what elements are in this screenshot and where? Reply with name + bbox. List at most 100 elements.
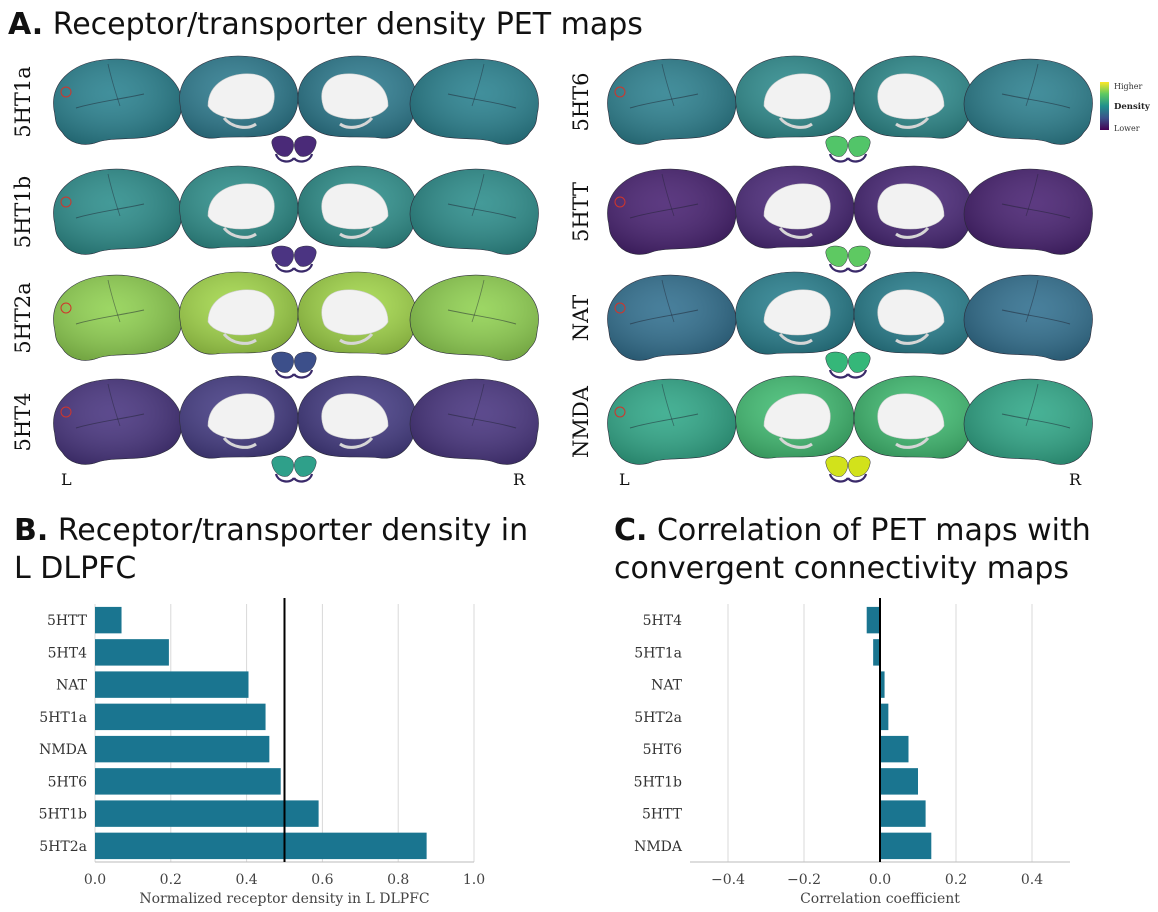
correlation-chart-bar-5ht4 bbox=[866, 606, 880, 634]
left-subcortical-5ht1b bbox=[271, 245, 317, 273]
right-subcortical-nat bbox=[825, 351, 871, 379]
row-label-5ht6: 5HT6 bbox=[569, 72, 593, 131]
right-lateral-left-nmda bbox=[607, 378, 737, 465]
density-chart-x-tick-label: 0.8 bbox=[387, 872, 409, 888]
correlation-bar-chart: −0.4 −0.2 0.0 0.2 0.4 5HT4 5HT1a NAT 5HT2a 5HT6 5H… bbox=[634, 598, 1070, 907]
correlation-chart-bar-5ht2a bbox=[880, 703, 889, 731]
density-chart-category-label-5ht6: 5HT6 bbox=[48, 774, 87, 790]
left-subcortical-5ht1a bbox=[271, 135, 317, 163]
correlation-chart-category-label-5ht2a: 5HT2a bbox=[634, 710, 682, 726]
right-subcortical-5ht6 bbox=[825, 135, 871, 163]
density-bar-chart: 0.0 0.2 0.4 0.6 0.8 1.0 5HTT 5HT4 NAT 5HT1a NMDA 5H… bbox=[39, 598, 485, 907]
right-medial-left-5ht6 bbox=[735, 55, 855, 139]
correlation-chart-category-label-5ht1b: 5HT1b bbox=[634, 774, 682, 790]
correlation-chart-bar-5ht1a bbox=[873, 639, 880, 666]
panel-a-title: A. Receptor/transporter density PET maps bbox=[8, 6, 643, 44]
density-chart-bar-5ht1a bbox=[95, 703, 266, 731]
row-label-nmda: NMDA bbox=[569, 385, 593, 458]
row-label-nat: NAT bbox=[569, 295, 593, 341]
density-chart-category-label-5ht1a: 5HT1a bbox=[39, 710, 87, 726]
left-hemisphere-label-2: L bbox=[619, 470, 630, 489]
legend-higher-label: Higher bbox=[1114, 82, 1143, 91]
right-medial-right-nat bbox=[853, 271, 973, 355]
right-medial-left-nmda bbox=[735, 375, 855, 459]
left-lateral-right-5ht1b bbox=[409, 168, 539, 255]
right-lateral-left-nat bbox=[607, 274, 737, 361]
right-medial-right-5htt bbox=[853, 165, 973, 249]
density-chart-x-tick-label: 0.0 bbox=[84, 872, 106, 888]
right-lateral-right-nat bbox=[963, 274, 1093, 361]
panel-a-letter: A. bbox=[8, 7, 44, 42]
density-chart-category-label-nat: NAT bbox=[56, 678, 88, 694]
left-lateral-left-5ht1b bbox=[53, 168, 183, 255]
density-chart-x-tick-label: 1.0 bbox=[463, 872, 485, 888]
density-chart-bar-5htt bbox=[95, 606, 122, 634]
panel-b-letter: B. bbox=[14, 513, 49, 548]
density-legend: Higher Density Lower bbox=[1100, 82, 1151, 133]
legend-title: Density bbox=[1114, 102, 1151, 112]
correlation-chart-category-label-nat: NAT bbox=[651, 678, 683, 694]
left-lateral-left-5ht4 bbox=[53, 378, 183, 465]
correlation-chart-bar-5htt bbox=[880, 800, 926, 827]
panel-a-title-text: Receptor/transporter density PET maps bbox=[52, 7, 643, 42]
left-lateral-left-5ht1a bbox=[53, 58, 183, 145]
left-lateral-right-5ht1a bbox=[409, 58, 539, 145]
density-chart-bar-5ht4 bbox=[95, 639, 169, 666]
right-lateral-right-5htt bbox=[963, 168, 1093, 255]
left-medial-left-5ht2a bbox=[179, 271, 299, 355]
left-medial-right-5ht1a bbox=[297, 55, 417, 139]
density-chart-x-axis-label: Normalized receptor density in L DLPFC bbox=[139, 891, 429, 907]
density-chart-category-label-5ht2a: 5HT2a bbox=[39, 839, 87, 855]
right-subcortical-5htt bbox=[825, 245, 871, 273]
left-medial-right-5ht1b bbox=[297, 165, 417, 249]
panel-c-title-line1: Correlation of PET maps with bbox=[656, 513, 1091, 548]
right-hemisphere-label-1: R bbox=[513, 470, 526, 489]
correlation-chart-bar-5ht6 bbox=[880, 735, 909, 763]
left-lateral-right-5ht4 bbox=[409, 378, 539, 465]
density-chart-bar-nat bbox=[95, 671, 249, 698]
brain-maps-figure: 5HT1a 5HT1b 5HT2a 5HT4 5HT6 5HTT NAT NMDA Highe… bbox=[11, 55, 1151, 489]
panel-b-title-line2: L DLPFC bbox=[14, 551, 137, 586]
left-lateral-left-5ht2a bbox=[53, 274, 183, 361]
row-label-5ht4: 5HT4 bbox=[11, 392, 35, 451]
density-chart-bar-5ht2a bbox=[95, 832, 427, 860]
right-medial-right-5ht6 bbox=[853, 55, 973, 139]
density-chart-bar-5ht6 bbox=[95, 768, 281, 795]
left-lateral-right-5ht2a bbox=[409, 274, 539, 361]
row-label-5ht2a: 5HT2a bbox=[11, 282, 35, 354]
correlation-chart-x-tick-label: 0.0 bbox=[869, 872, 891, 888]
correlation-chart-x-tick-label: 0.4 bbox=[1021, 872, 1043, 888]
correlation-chart-bar-5ht1b bbox=[880, 768, 918, 795]
density-chart-category-label-5ht1b: 5HT1b bbox=[39, 807, 87, 823]
row-label-5ht1a: 5HT1a bbox=[11, 66, 35, 138]
density-chart-x-tick-label: 0.4 bbox=[235, 872, 257, 888]
density-chart-category-label-5ht4: 5HT4 bbox=[48, 645, 87, 661]
right-medial-right-nmda bbox=[853, 375, 973, 459]
left-medial-left-5ht4 bbox=[179, 375, 299, 459]
left-medial-right-5ht4 bbox=[297, 375, 417, 459]
right-medial-left-5htt bbox=[735, 165, 855, 249]
correlation-chart-x-tick-label: −0.4 bbox=[711, 872, 745, 888]
left-medial-right-5ht2a bbox=[297, 271, 417, 355]
density-chart-bar-nmda bbox=[95, 735, 270, 763]
density-chart-x-tick-label: 0.6 bbox=[311, 872, 333, 888]
right-lateral-left-5ht6 bbox=[607, 58, 737, 145]
left-subcortical-5ht4 bbox=[271, 455, 317, 483]
right-subcortical-nmda bbox=[825, 455, 871, 483]
left-hemisphere-label-1: L bbox=[61, 470, 72, 489]
correlation-chart-x-axis-label: Correlation coefficient bbox=[800, 891, 960, 907]
left-medial-left-5ht1b bbox=[179, 165, 299, 249]
row-label-5htt: 5HTT bbox=[569, 182, 593, 242]
correlation-chart-category-label-5ht6: 5HT6 bbox=[643, 742, 682, 758]
density-chart-bar-5ht1b bbox=[95, 800, 319, 827]
correlation-chart-x-tick-label: 0.2 bbox=[945, 872, 967, 888]
density-chart-x-tick-label: 0.2 bbox=[160, 872, 182, 888]
correlation-chart-bar-nmda bbox=[880, 832, 932, 860]
right-lateral-right-nmda bbox=[963, 378, 1093, 465]
density-chart-category-label-nmda: NMDA bbox=[39, 742, 88, 758]
right-lateral-right-5ht6 bbox=[963, 58, 1093, 145]
panel-c-title-line2: convergent connectivity maps bbox=[614, 551, 1070, 586]
left-subcortical-5ht2a bbox=[271, 351, 317, 379]
correlation-chart-category-label-5ht4: 5HT4 bbox=[643, 613, 682, 629]
panel-c-title: C. Correlation of PET maps with converge… bbox=[614, 512, 1091, 588]
